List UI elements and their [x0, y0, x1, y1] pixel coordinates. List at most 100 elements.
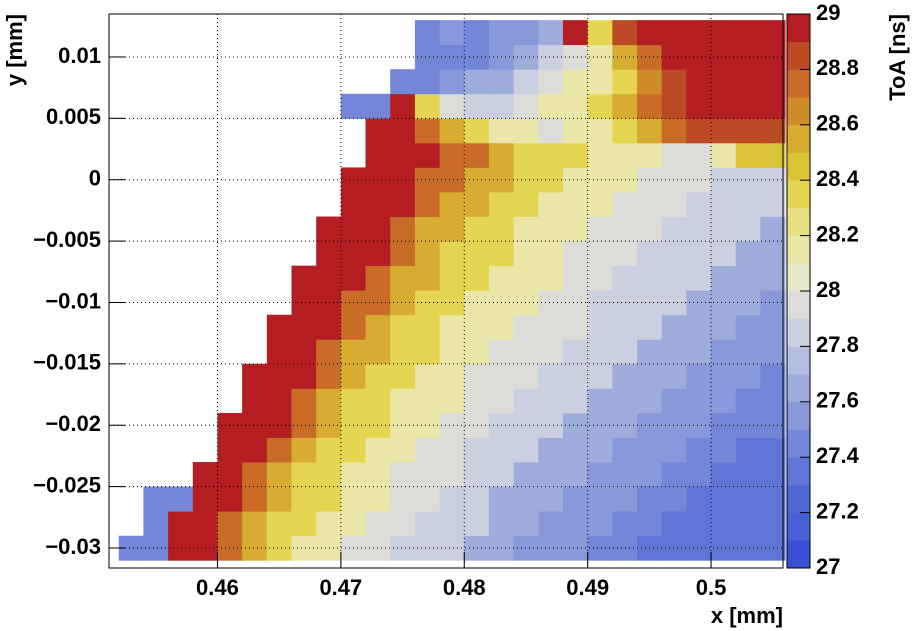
heatmap-cell [414, 486, 440, 512]
heatmap-cell [242, 462, 268, 488]
heatmap-cell [562, 241, 589, 267]
z-tick-label: 27.2 [816, 498, 859, 523]
heatmap-cell [735, 339, 761, 365]
colorbar-swatch [787, 14, 810, 43]
heatmap-cell [760, 314, 786, 340]
heatmap-cell [464, 191, 490, 217]
z-tick-label: 28 [816, 277, 840, 302]
heatmap-cell [291, 437, 317, 463]
heatmap-cell [661, 241, 687, 267]
heatmap-cell [340, 339, 366, 365]
heatmap-cell [587, 44, 613, 70]
heatmap-cell [488, 486, 515, 512]
heatmap-cell [612, 511, 638, 537]
heatmap-cell [587, 314, 613, 340]
heatmap-cell [439, 290, 465, 316]
heatmap-cell [538, 142, 564, 168]
heatmap-cell [637, 118, 663, 144]
heatmap-cell [562, 216, 589, 242]
heatmap-cell [562, 339, 589, 365]
heatmap-cell [562, 486, 589, 512]
heatmap-cell [735, 216, 761, 242]
heatmap-cell [735, 486, 761, 512]
heatmap-cell [637, 69, 663, 95]
heatmap-cell [562, 44, 589, 70]
heatmap-cell [488, 339, 515, 365]
heatmap-cell [316, 241, 342, 267]
z-tick-label: 29 [816, 0, 840, 25]
heatmap-cell [760, 511, 786, 537]
heatmap-cell [661, 462, 687, 488]
heatmap-cell [439, 20, 465, 46]
heatmap-cell [266, 339, 292, 365]
heatmap-cell [612, 363, 638, 389]
heatmap-cell [538, 535, 564, 561]
heatmap-cell [513, 142, 539, 168]
colorbar-swatch [787, 41, 810, 70]
heatmap-cell [340, 191, 366, 217]
heatmap-cell [488, 191, 515, 217]
heatmap-cell [760, 388, 786, 414]
heatmap-cell [538, 511, 564, 537]
heatmap-cell [266, 535, 292, 561]
heatmap-cell [439, 241, 465, 267]
heatmap-cell [538, 412, 564, 438]
heatmap-cell [686, 191, 712, 217]
heatmap-cell [464, 241, 490, 267]
heatmap-cell [217, 437, 243, 463]
heatmap-cell [587, 437, 613, 463]
y-tick-label: −0.015 [33, 350, 101, 375]
heatmap-cell [390, 535, 416, 561]
heatmap-cell [291, 486, 317, 512]
heatmap-cell [513, 69, 539, 95]
heatmap-cell [390, 216, 416, 242]
heatmap-cell [414, 142, 440, 168]
heatmap-cell [340, 314, 366, 340]
heatmap-cell [686, 486, 712, 512]
heatmap-cell [513, 241, 539, 267]
heatmap-cell [488, 363, 515, 389]
heatmap-cell [661, 69, 687, 95]
heatmap-cell [637, 388, 663, 414]
heatmap-cell [538, 290, 564, 316]
heatmap-cell [538, 69, 564, 95]
heatmap-cell [340, 462, 366, 488]
heatmap-cell [538, 93, 564, 119]
y-tick-label: 0.01 [58, 43, 101, 68]
heatmap-cell [760, 118, 786, 144]
heatmap-cell [686, 290, 712, 316]
heatmap-cell [686, 535, 712, 561]
y-tick-label: −0.025 [33, 472, 101, 497]
heatmap-cell [242, 412, 268, 438]
y-axis-label: y [mm] [2, 14, 27, 86]
heatmap-cell [686, 142, 712, 168]
heatmap-cell [587, 93, 613, 119]
heatmap-cell [612, 142, 638, 168]
heatmap-cell [538, 241, 564, 267]
heatmap-cell [711, 388, 737, 414]
heatmap-cell [538, 314, 564, 340]
heatmap-cell [316, 265, 342, 291]
heatmap-cell [439, 339, 465, 365]
heatmap-cell [464, 314, 490, 340]
heatmap-cell [390, 363, 416, 389]
heatmap-cell [661, 388, 687, 414]
heatmap-cell [513, 511, 539, 537]
heatmap-cell [390, 462, 416, 488]
heatmap-cell [488, 511, 515, 537]
heatmap-cell [760, 486, 786, 512]
heatmap-cell [488, 437, 515, 463]
heatmap-cell [612, 93, 638, 119]
heatmap-cell [686, 462, 712, 488]
heatmap-cell [365, 241, 391, 267]
heatmap-cell [488, 118, 515, 144]
heatmap-cell [661, 191, 687, 217]
heatmap-cell [587, 290, 613, 316]
heatmap-cell [390, 265, 416, 291]
heatmap-cell [711, 462, 737, 488]
heatmap-cell [414, 412, 440, 438]
heatmap-cell [316, 486, 342, 512]
colorbar-swatch [787, 318, 810, 347]
heatmap-cell [464, 437, 490, 463]
